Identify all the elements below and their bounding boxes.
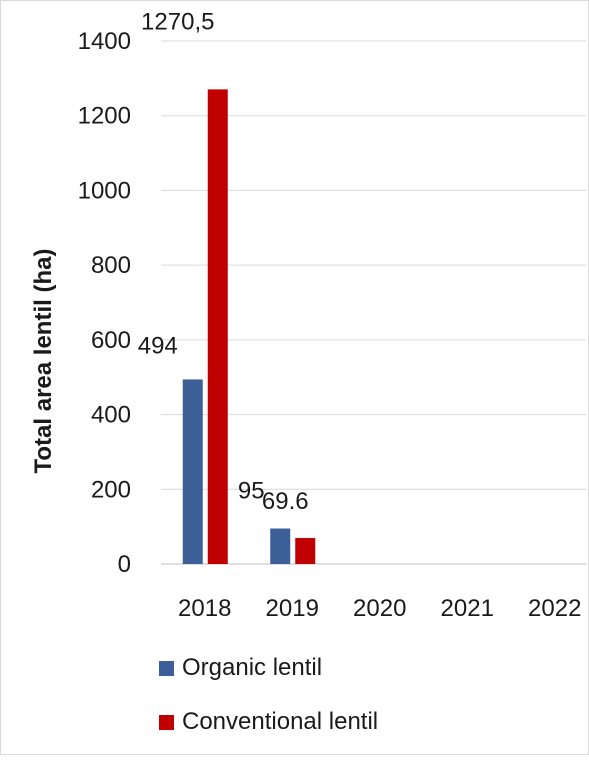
y-axis-ticks: 0 200 400 600 800 1000 1200 1400 xyxy=(78,28,131,578)
y-tick-label: 400 xyxy=(91,402,131,429)
y-tick-label: 600 xyxy=(91,327,131,354)
y-tick-label: 200 xyxy=(91,476,131,503)
y-tick-label: 1200 xyxy=(78,103,131,130)
x-tick-label: 2021 xyxy=(441,595,494,622)
x-tick-label: 2019 xyxy=(266,595,319,622)
y-tick-label: 1400 xyxy=(78,28,131,55)
bar-organic-2018 xyxy=(182,379,203,564)
legend-item-organic: Organic lentil xyxy=(159,641,378,695)
bars xyxy=(182,89,316,564)
bar-conventional-2018 xyxy=(207,89,228,564)
x-tick-label: 2020 xyxy=(353,595,406,622)
legend-swatch-conventional xyxy=(159,714,174,730)
legend-label-conventional: Conventional lentil xyxy=(182,708,379,735)
legend-item-conventional: Conventional lentil xyxy=(159,695,378,749)
y-tick-label: 800 xyxy=(91,252,131,279)
data-label-conventional-2018: 1270,5 xyxy=(141,8,214,35)
gridlines xyxy=(161,40,586,565)
x-axis-ticks: 2018 2019 2020 2021 2022 xyxy=(178,595,581,622)
bar-conventional-2019 xyxy=(295,537,316,564)
legend-swatch-organic xyxy=(159,660,174,676)
legend-label-organic: Organic lentil xyxy=(182,654,323,681)
y-axis-title: Total area lentil (ha) xyxy=(30,249,57,474)
legend: Organic lentil Conventional lentil xyxy=(159,641,378,749)
bar-organic-2019 xyxy=(270,528,291,564)
data-label-organic-2019: 95 xyxy=(238,478,265,505)
y-tick-label: 0 xyxy=(118,551,131,578)
x-tick-label: 2018 xyxy=(178,595,231,622)
y-tick-label: 1000 xyxy=(78,177,131,204)
x-tick-label: 2022 xyxy=(528,595,581,622)
data-label-conventional-2019: 69.6 xyxy=(262,488,309,515)
data-label-organic-2018: 494 xyxy=(138,332,178,359)
